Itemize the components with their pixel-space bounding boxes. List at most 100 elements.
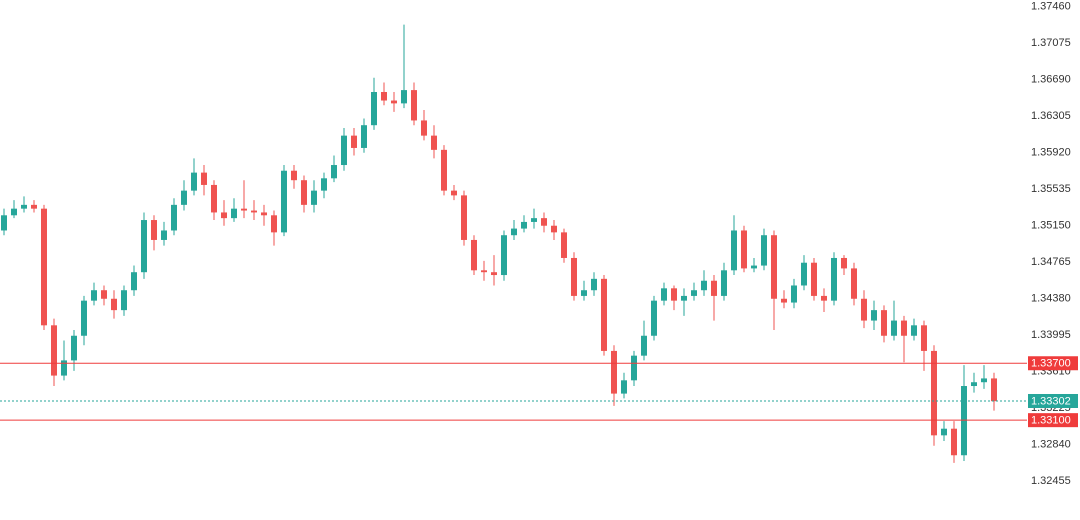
candle-body bbox=[611, 350, 617, 394]
candle-body bbox=[521, 221, 527, 229]
candle-body bbox=[81, 300, 87, 336]
candle-body bbox=[591, 278, 597, 291]
y-tick-label: 1.35535 bbox=[1031, 183, 1071, 195]
candle-body bbox=[781, 298, 787, 303]
candle-body bbox=[141, 220, 147, 273]
candle-body bbox=[481, 270, 487, 273]
level-label-box bbox=[1028, 413, 1078, 428]
candle-body bbox=[421, 120, 427, 136]
candle-body bbox=[31, 204, 37, 209]
candle-body bbox=[461, 195, 467, 240]
candle-body bbox=[301, 180, 307, 205]
candle-body bbox=[171, 204, 177, 231]
y-tick-label: 1.34765 bbox=[1031, 256, 1071, 268]
candle-body bbox=[61, 360, 67, 376]
candle-body bbox=[391, 100, 397, 104]
candle-body bbox=[951, 428, 957, 456]
candle-body bbox=[431, 135, 437, 150]
candle-body bbox=[341, 135, 347, 166]
candle-body bbox=[131, 272, 137, 291]
y-tick-label: 1.33995 bbox=[1031, 329, 1071, 341]
candle-body bbox=[1, 215, 7, 231]
candle-body bbox=[321, 178, 327, 191]
candle-body bbox=[241, 208, 247, 211]
candle-body bbox=[551, 225, 557, 233]
candle-body bbox=[281, 170, 287, 233]
candle-body bbox=[381, 91, 387, 101]
candle-body bbox=[741, 230, 747, 269]
candle-body bbox=[451, 190, 457, 196]
candle-body bbox=[101, 290, 107, 299]
y-tick-label: 1.36690 bbox=[1031, 74, 1071, 86]
candle-body bbox=[311, 190, 317, 205]
candle-body bbox=[641, 335, 647, 356]
candle-body bbox=[11, 208, 17, 216]
candle-body bbox=[851, 268, 857, 299]
candle-body bbox=[541, 218, 547, 226]
candle-body bbox=[651, 300, 657, 336]
y-tick-label: 1.37460 bbox=[1031, 1, 1071, 13]
y-tick-label: 1.36305 bbox=[1031, 110, 1071, 122]
candle-body bbox=[791, 285, 797, 303]
candle-body bbox=[571, 257, 577, 296]
candle-body bbox=[931, 350, 937, 436]
candle-body bbox=[701, 280, 707, 291]
candle-body bbox=[721, 270, 727, 296]
candle-body bbox=[821, 295, 827, 301]
level-label-box bbox=[1028, 356, 1078, 371]
candle-body bbox=[361, 125, 367, 148]
candle-body bbox=[351, 135, 357, 148]
candle-body bbox=[991, 378, 997, 402]
candle-body bbox=[51, 325, 57, 376]
candle-body bbox=[911, 325, 917, 336]
candle-body bbox=[671, 288, 677, 301]
candle-body bbox=[751, 265, 757, 269]
y-tick-label: 1.32455 bbox=[1031, 475, 1071, 487]
candle-body bbox=[531, 218, 537, 222]
candle-body bbox=[511, 228, 517, 236]
candle-body bbox=[841, 257, 847, 269]
candle-body bbox=[561, 232, 567, 258]
last-price-box bbox=[1028, 393, 1078, 408]
candle-body bbox=[21, 204, 27, 209]
candle-body bbox=[941, 428, 947, 436]
candle-body bbox=[921, 325, 927, 351]
level-label: 1.33700 bbox=[1031, 358, 1071, 370]
candle-body bbox=[661, 288, 667, 301]
candle-body bbox=[861, 298, 867, 321]
candle-body bbox=[151, 220, 157, 240]
y-tick-label: 1.32840 bbox=[1031, 439, 1071, 451]
y-tick-label: 1.37075 bbox=[1031, 37, 1071, 49]
candle-body bbox=[261, 212, 267, 216]
candle-body bbox=[831, 257, 837, 301]
candle-body bbox=[41, 208, 47, 326]
candle-body bbox=[771, 235, 777, 299]
level-label: 1.33100 bbox=[1031, 415, 1071, 427]
candle-body bbox=[801, 262, 807, 286]
candle-body bbox=[901, 320, 907, 336]
y-tick-label: 1.35920 bbox=[1031, 147, 1071, 159]
candle-body bbox=[161, 230, 167, 240]
candle-body bbox=[471, 239, 477, 271]
candle-body bbox=[711, 280, 717, 296]
candle-body bbox=[891, 320, 897, 336]
candle-body bbox=[331, 165, 337, 179]
y-tick-label: 1.34380 bbox=[1031, 293, 1071, 305]
candle-body bbox=[811, 262, 817, 296]
candle-body bbox=[371, 91, 377, 126]
candle-body bbox=[601, 278, 607, 351]
candle-body bbox=[291, 170, 297, 181]
candle-body bbox=[71, 335, 77, 361]
candle-body bbox=[581, 290, 587, 296]
candle-body bbox=[191, 172, 197, 191]
candle-body bbox=[271, 215, 277, 233]
candle-body bbox=[681, 295, 687, 301]
candle-body bbox=[211, 184, 217, 213]
candle-body bbox=[201, 172, 207, 185]
candle-body bbox=[401, 90, 407, 104]
candle-body bbox=[631, 355, 637, 381]
candle-body bbox=[221, 212, 227, 219]
candle-body bbox=[491, 272, 497, 276]
